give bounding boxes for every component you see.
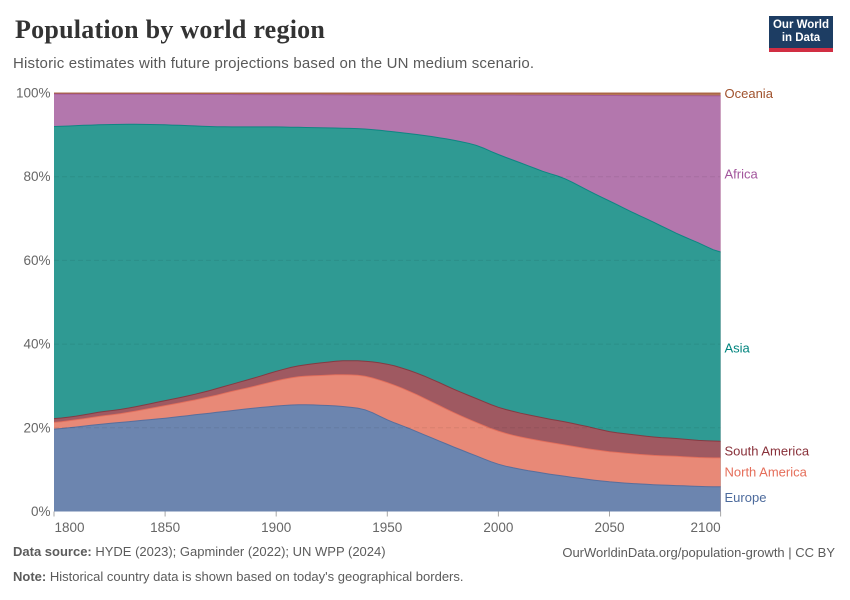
svg-text:2000: 2000 (483, 520, 513, 535)
svg-text:1900: 1900 (261, 520, 291, 535)
svg-text:80%: 80% (23, 169, 50, 184)
svg-text:Oceania: Oceania (725, 86, 774, 101)
svg-text:100%: 100% (16, 86, 51, 101)
svg-text:North America: North America (725, 465, 808, 480)
svg-text:2050: 2050 (594, 520, 624, 535)
svg-text:1850: 1850 (150, 520, 180, 535)
svg-text:60%: 60% (23, 253, 50, 268)
svg-text:2100: 2100 (691, 520, 721, 535)
svg-text:20%: 20% (23, 420, 50, 435)
svg-text:1950: 1950 (372, 520, 402, 535)
svg-text:Asia: Asia (725, 341, 751, 356)
svg-text:Europe: Europe (725, 490, 767, 505)
svg-text:South America: South America (725, 444, 810, 459)
svg-text:0%: 0% (31, 504, 51, 519)
svg-text:Africa: Africa (725, 167, 759, 182)
svg-text:40%: 40% (23, 337, 50, 352)
svg-text:1800: 1800 (55, 520, 85, 535)
